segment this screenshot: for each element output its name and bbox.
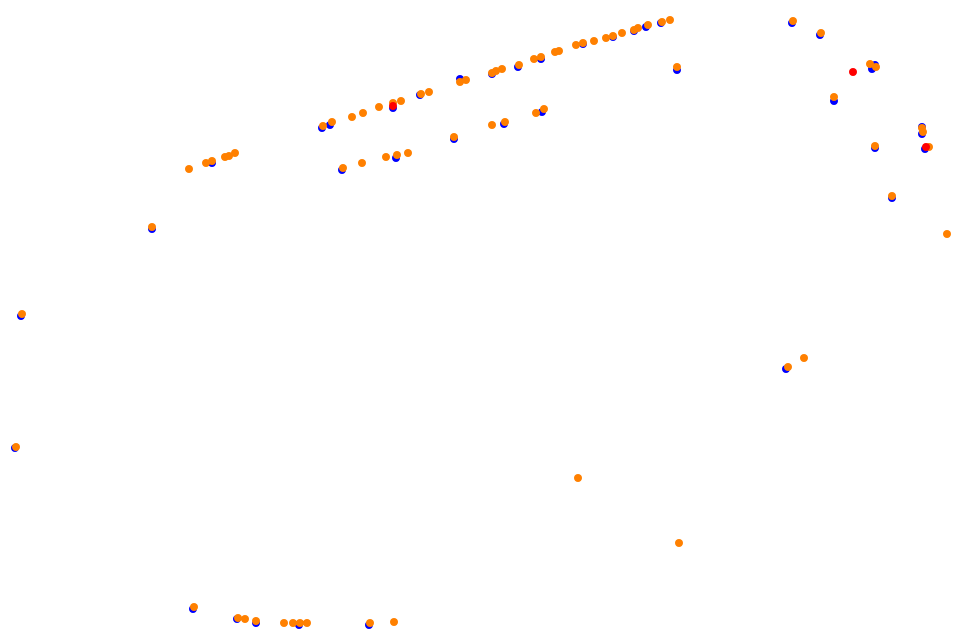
- point-s1-69: [540, 105, 548, 113]
- point-s1-47: [551, 48, 559, 56]
- point-s1-18: [390, 618, 398, 626]
- point-s1-66: [488, 121, 496, 129]
- point-s1-5: [231, 149, 239, 157]
- point-s1-25: [871, 142, 879, 150]
- point-s1-21: [784, 363, 792, 371]
- point-s1-6: [148, 223, 156, 231]
- point-s1-49: [530, 55, 538, 63]
- series-1: [12, 16, 951, 627]
- point-s1-50: [515, 61, 523, 69]
- series-2: [389, 68, 930, 151]
- point-s1-27: [919, 128, 927, 136]
- point-s1-39: [630, 26, 638, 34]
- point-s1-2: [208, 157, 216, 165]
- point-s1-34: [673, 63, 681, 71]
- point-s1-41: [609, 32, 617, 40]
- point-s1-68: [532, 109, 540, 117]
- point-s1-12: [252, 617, 260, 625]
- point-s1-20: [675, 539, 683, 547]
- point-s1-40: [618, 29, 626, 37]
- point-s1-11: [241, 615, 249, 623]
- point-s1-55: [456, 78, 464, 86]
- point-s2-2: [389, 102, 397, 110]
- point-s1-48: [537, 53, 545, 61]
- point-s1-30: [866, 60, 874, 68]
- point-s2-1: [922, 143, 930, 151]
- point-s1-14: [289, 619, 297, 627]
- point-s1-9: [190, 603, 198, 611]
- point-s1-72: [382, 153, 390, 161]
- point-s1-63: [328, 118, 336, 126]
- point-s1-61: [359, 109, 367, 117]
- point-s1-17: [366, 619, 374, 627]
- point-s1-0: [185, 165, 193, 173]
- point-s1-4: [225, 152, 233, 160]
- point-s1-62: [348, 113, 356, 121]
- point-s1-42: [602, 34, 610, 42]
- point-s1-65: [450, 133, 458, 141]
- point-s1-16: [303, 619, 311, 627]
- point-s1-56: [425, 88, 433, 96]
- series-0: [11, 19, 929, 629]
- point-s1-64: [319, 122, 327, 130]
- point-s1-74: [339, 164, 347, 172]
- point-s1-31: [872, 63, 880, 71]
- point-s1-35: [666, 16, 674, 24]
- point-s1-37: [644, 21, 652, 29]
- point-s1-73: [358, 159, 366, 167]
- point-s1-32: [817, 29, 825, 37]
- point-s1-53: [488, 69, 496, 77]
- point-s1-45: [572, 41, 580, 49]
- point-s1-44: [579, 39, 587, 47]
- point-s1-7: [18, 310, 26, 318]
- point-s1-8: [12, 443, 20, 451]
- point-s1-33: [789, 17, 797, 25]
- point-s1-24: [888, 192, 896, 200]
- point-s1-70: [404, 149, 412, 157]
- point-s2-0: [849, 68, 857, 76]
- point-s1-58: [397, 97, 405, 105]
- point-s1-57: [417, 90, 425, 98]
- point-s1-67: [501, 118, 509, 126]
- point-s1-19: [574, 474, 582, 482]
- point-s1-36: [658, 18, 666, 26]
- point-s1-71: [393, 151, 401, 159]
- point-s1-15: [296, 619, 304, 627]
- point-s1-60: [375, 103, 383, 111]
- point-s1-13: [280, 619, 288, 627]
- point-s1-29: [830, 93, 838, 101]
- point-s1-23: [943, 230, 951, 238]
- point-s1-43: [590, 37, 598, 45]
- point-s1-22: [800, 354, 808, 362]
- point-s1-10: [234, 614, 242, 622]
